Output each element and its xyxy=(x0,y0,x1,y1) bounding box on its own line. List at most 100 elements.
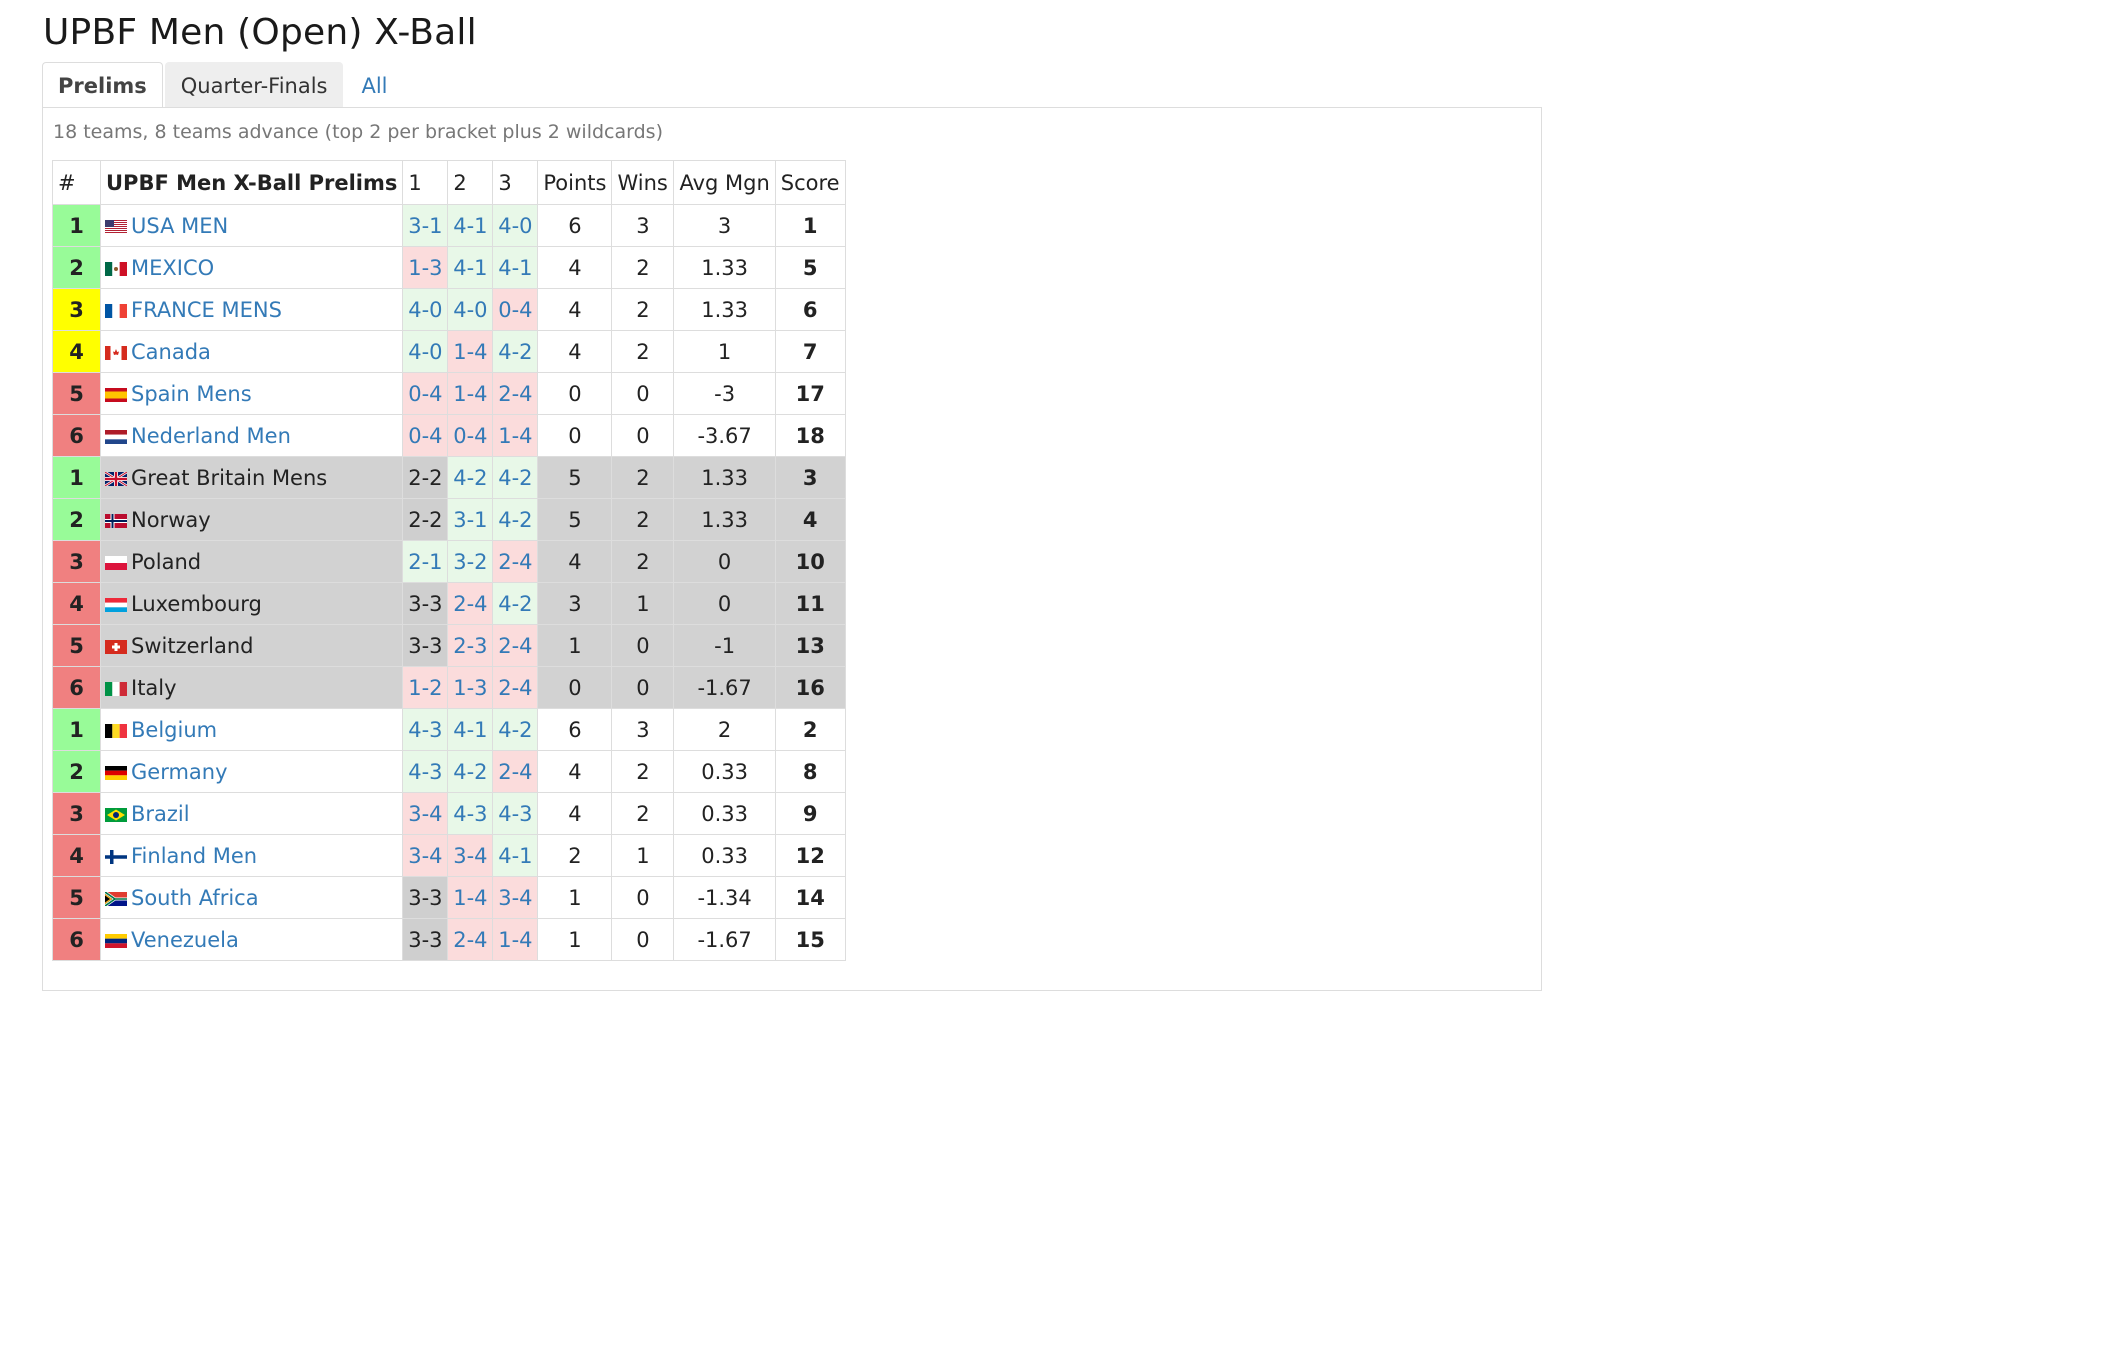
team-link[interactable]: Nederland Men xyxy=(131,423,291,448)
team-link[interactable]: MEXICO xyxy=(131,255,215,280)
game-score-link[interactable]: 1-4 xyxy=(498,423,533,448)
game-score-link[interactable]: 1-2 xyxy=(408,675,443,700)
game-score-link[interactable]: 0-4 xyxy=(408,381,443,406)
game-score-link[interactable]: 1-4 xyxy=(453,339,488,364)
game-score-link[interactable]: 4-0 xyxy=(408,297,443,322)
game-1-cell: 3-3 xyxy=(402,918,449,961)
game-score-link[interactable]: 4-1 xyxy=(498,843,533,868)
game-score-link[interactable]: 4-1 xyxy=(453,213,488,238)
points-cell: 4 xyxy=(537,540,613,583)
game-score-link[interactable]: 1-4 xyxy=(498,927,533,952)
tab-all[interactable]: All xyxy=(361,74,388,98)
wins-cell: 3 xyxy=(611,204,675,247)
game-score-link[interactable]: 0-4 xyxy=(498,297,533,322)
wins-cell: 2 xyxy=(611,540,675,583)
team-link[interactable]: Canada xyxy=(131,339,211,364)
team-link[interactable]: USA MEN xyxy=(131,213,229,238)
game-score-link[interactable]: 4-3 xyxy=(408,717,443,742)
points-cell: 4 xyxy=(537,330,613,373)
team-link[interactable]: Germany xyxy=(131,759,228,784)
game-score-link[interactable]: 0-4 xyxy=(453,423,488,448)
game-score-link[interactable]: 4-3 xyxy=(453,801,488,826)
game-score-link[interactable]: 2-4 xyxy=(498,381,533,406)
wins-cell: 0 xyxy=(611,876,675,919)
game-score-link[interactable]: 3-4 xyxy=(453,843,488,868)
game-score-link[interactable]: 4-2 xyxy=(498,717,533,742)
tab-prelims[interactable]: Prelims xyxy=(42,62,163,108)
game-score-link[interactable]: 3-4 xyxy=(498,885,533,910)
game-score-link[interactable]: 2-3 xyxy=(453,633,488,658)
game-score-link[interactable]: 1-3 xyxy=(453,675,488,700)
header-wins: Wins xyxy=(611,160,675,205)
game-score: 3-3 xyxy=(408,885,443,910)
points-cell: 0 xyxy=(537,666,613,709)
wins-cell: 2 xyxy=(611,330,675,373)
game-score-link[interactable]: 3-2 xyxy=(453,549,488,574)
game-score-link[interactable]: 4-2 xyxy=(498,507,533,532)
table-row: 6 Nederland Men 0-4 0-4 1-4 0 0 -3.67 18 xyxy=(52,414,846,457)
game-score-link[interactable]: 4-0 xyxy=(408,339,443,364)
wins-cell: 2 xyxy=(611,456,675,499)
avg-margin-cell: 0.33 xyxy=(673,834,776,877)
game-1-cell: 4-0 xyxy=(402,330,449,373)
game-score-link[interactable]: 2-4 xyxy=(498,675,533,700)
game-score-link[interactable]: 4-2 xyxy=(498,591,533,616)
game-score-link[interactable]: 2-4 xyxy=(453,927,488,952)
wins-cell: 2 xyxy=(611,246,675,289)
game-score-link[interactable]: 2-1 xyxy=(408,549,443,574)
game-1-cell: 2-1 xyxy=(402,540,449,583)
game-3-cell: 3-4 xyxy=(492,876,539,919)
avg-margin-cell: 3 xyxy=(673,204,776,247)
flag-pl-icon xyxy=(105,555,127,570)
game-score-link[interactable]: 4-2 xyxy=(498,339,533,364)
game-score-link[interactable]: 2-4 xyxy=(498,759,533,784)
rank-cell: 3 xyxy=(52,540,101,583)
game-score-link[interactable]: 1-4 xyxy=(453,885,488,910)
game-score-link[interactable]: 4-3 xyxy=(498,801,533,826)
game-2-cell: 1-3 xyxy=(447,666,494,709)
game-score-link[interactable]: 2-4 xyxy=(498,633,533,658)
points-cell: 0 xyxy=(537,372,613,415)
team-link[interactable]: Venezuela xyxy=(131,927,239,952)
points-cell: 4 xyxy=(537,792,613,835)
game-3-cell: 4-3 xyxy=(492,792,539,835)
game-score-link[interactable]: 4-2 xyxy=(498,465,533,490)
game-score-link[interactable]: 2-4 xyxy=(498,549,533,574)
team-cell: USA MEN xyxy=(99,204,404,247)
score-cell: 1 xyxy=(774,204,846,247)
points-cell: 4 xyxy=(537,750,613,793)
score-cell: 17 xyxy=(774,372,846,415)
team-link[interactable]: Finland Men xyxy=(131,843,258,868)
game-score-link[interactable]: 4-1 xyxy=(498,255,533,280)
game-score-link[interactable]: 1-4 xyxy=(453,381,488,406)
tab-quarter-finals[interactable]: Quarter-Finals xyxy=(164,62,344,108)
team-link[interactable]: Brazil xyxy=(131,801,190,826)
game-score-link[interactable]: 4-1 xyxy=(453,717,488,742)
game-score-link[interactable]: 4-3 xyxy=(408,759,443,784)
score-cell: 14 xyxy=(774,876,846,919)
flag-gb-icon xyxy=(105,471,127,486)
game-score-link[interactable]: 3-1 xyxy=(408,213,443,238)
team-link[interactable]: FRANCE MENS xyxy=(131,297,282,322)
game-score-link[interactable]: 4-2 xyxy=(453,759,488,784)
bracket-description: 18 teams, 8 teams advance (top 2 per bra… xyxy=(53,121,663,143)
team-link[interactable]: Belgium xyxy=(131,717,218,742)
game-score-link[interactable]: 4-1 xyxy=(453,255,488,280)
team-cell: Venezuela xyxy=(99,918,404,961)
rank-cell: 5 xyxy=(52,624,101,667)
game-score-link[interactable]: 1-3 xyxy=(408,255,443,280)
flag-us-icon xyxy=(105,219,127,234)
team-name: Switzerland xyxy=(131,633,254,658)
team-link[interactable]: South Africa xyxy=(131,885,259,910)
game-score-link[interactable]: 2-4 xyxy=(453,591,488,616)
game-score-link[interactable]: 3-4 xyxy=(408,843,443,868)
game-score-link[interactable]: 3-1 xyxy=(453,507,488,532)
team-link[interactable]: Spain Mens xyxy=(131,381,252,406)
rank-cell: 1 xyxy=(52,456,101,499)
game-score-link[interactable]: 3-4 xyxy=(408,801,443,826)
game-score-link[interactable]: 4-2 xyxy=(453,465,488,490)
game-score-link[interactable]: 4-0 xyxy=(498,213,533,238)
game-score-link[interactable]: 0-4 xyxy=(408,423,443,448)
rank-cell: 2 xyxy=(52,246,101,289)
game-score-link[interactable]: 4-0 xyxy=(453,297,488,322)
